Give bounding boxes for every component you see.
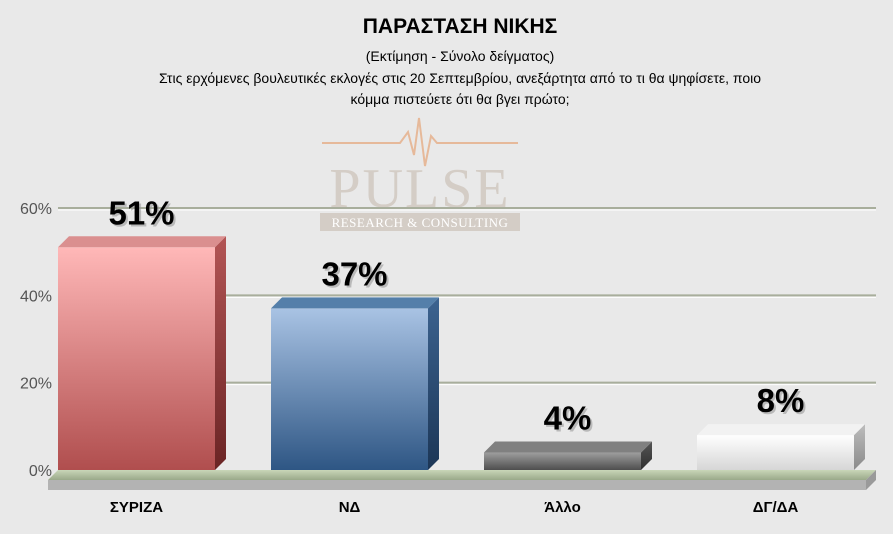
bar-side [215,236,226,470]
bar-side [641,441,652,470]
bar-side [428,297,439,470]
bar-top [697,424,865,436]
data-label-shadow: 8% [759,384,807,421]
heartbeat-icon [322,117,518,167]
data-label: 4% [544,400,592,437]
data-label-shadow: 51% [110,196,176,233]
y-tick-label: 40% [20,288,52,305]
bar-front [58,247,215,470]
chart-question-line1: Στις ερχόμενες βουλευτικές εκλογές στις … [159,70,761,86]
x-tick-label: Άλλο [544,499,581,516]
data-label-shadow: 4% [546,402,594,439]
data-label-shadow: 37% [323,257,389,294]
y-tick-label: 0% [29,463,52,480]
bar-front [697,435,854,470]
y-tick-label: 20% [20,376,52,393]
watermark-tagline: RESEARCH & CONSULTING [332,215,509,230]
data-label: 8% [757,382,805,419]
watermark-tagline-band [320,213,520,231]
bar-side [854,424,865,470]
grid [58,207,876,386]
data-labels: 51%51%37%37%4%4% 8%8% [108,194,806,438]
bars [58,236,865,470]
bar-3 [697,424,865,470]
x-tick-label: ΝΔ [339,499,361,516]
bar-top [271,297,439,309]
x-tick-label: ΣΥΡΙΖΑ [110,499,163,516]
y-tick-label: 60% [20,201,52,218]
y-axis: 0% 20% 40% 60% [20,201,52,480]
x-tick-label: ΔΓ/ΔΑ [753,499,799,516]
chart-floor [48,470,876,490]
data-label: 51% [108,194,174,231]
pulse-watermark: PULSE RESEARCH & CONSULTING [320,117,520,231]
bar-front [271,308,428,470]
chart-question-line2: κόμμα πιστεύετε ότι θα βγει πρώτο; [350,91,569,107]
bar-top [58,236,226,248]
bar-1 [271,297,439,470]
bar-2 [484,441,652,470]
bar-0 [58,236,226,470]
bar-top [484,441,652,453]
chart-title: ΠΑΡΑΣΤΑΣΗ ΝΙΚΗΣ [363,15,558,38]
watermark-brand: PULSE [329,158,510,220]
bar-front [484,452,641,470]
data-label: 37% [321,255,387,292]
x-axis: ΣΥΡΙΖΑ ΝΔ Άλλο ΔΓ/ΔΑ [110,499,799,516]
chart-subtitle: (Εκτίμηση - Σύνολο δείγματος) [366,48,555,64]
